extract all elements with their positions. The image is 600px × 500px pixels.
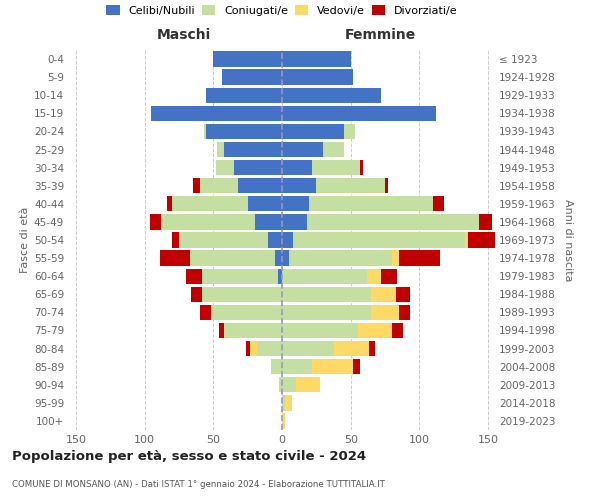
Bar <box>385 178 388 194</box>
Bar <box>254 214 282 230</box>
Bar <box>371 286 396 302</box>
Bar <box>282 178 316 194</box>
Bar <box>392 250 399 266</box>
Bar <box>282 160 312 176</box>
Bar <box>190 250 275 266</box>
Bar <box>275 250 282 266</box>
Bar <box>186 268 202 284</box>
Bar <box>282 250 289 266</box>
Bar <box>250 341 257 356</box>
Bar <box>316 178 385 194</box>
Bar <box>296 377 320 392</box>
Bar <box>282 52 351 66</box>
Bar <box>282 414 285 428</box>
Bar <box>323 142 344 157</box>
Bar <box>368 341 376 356</box>
Bar <box>200 304 211 320</box>
Bar <box>399 304 410 320</box>
Bar <box>282 214 307 230</box>
Bar <box>381 268 397 284</box>
Bar <box>307 214 479 230</box>
Bar <box>282 88 381 103</box>
Legend: Celibi/Nubili, Coniugati/e, Vedovi/e, Divorziati/e: Celibi/Nubili, Coniugati/e, Vedovi/e, Di… <box>102 0 462 20</box>
Bar <box>282 395 285 410</box>
Bar <box>202 268 278 284</box>
Bar <box>248 196 282 212</box>
Bar <box>282 377 296 392</box>
Bar <box>238 178 282 194</box>
Bar <box>217 142 224 157</box>
Bar <box>282 286 371 302</box>
Bar <box>224 142 282 157</box>
Bar <box>312 160 361 176</box>
Bar <box>257 341 282 356</box>
Bar <box>282 196 310 212</box>
Bar <box>396 286 410 302</box>
Bar <box>282 359 312 374</box>
Bar <box>206 88 282 103</box>
Bar <box>221 70 282 85</box>
Bar <box>234 160 282 176</box>
Bar <box>282 304 371 320</box>
Bar <box>282 124 344 139</box>
Text: Maschi: Maschi <box>157 28 211 42</box>
Bar <box>279 377 282 392</box>
Bar <box>191 286 202 302</box>
Bar <box>271 359 282 374</box>
Bar <box>282 341 334 356</box>
Bar <box>361 160 363 176</box>
Bar <box>310 196 433 212</box>
Bar <box>344 124 355 139</box>
Bar <box>167 196 172 212</box>
Bar <box>161 214 254 230</box>
Bar <box>334 341 368 356</box>
Bar <box>293 232 465 248</box>
Bar <box>358 323 392 338</box>
Bar <box>282 323 358 338</box>
Y-axis label: Anni di nascita: Anni di nascita <box>563 198 572 281</box>
Bar <box>282 268 367 284</box>
Bar <box>150 214 161 230</box>
Bar <box>160 250 190 266</box>
Bar <box>312 359 353 374</box>
Bar <box>213 52 282 66</box>
Bar <box>172 232 179 248</box>
Bar <box>282 142 323 157</box>
Bar <box>285 395 292 410</box>
Bar <box>211 304 282 320</box>
Bar <box>282 70 353 85</box>
Text: Popolazione per età, sesso e stato civile - 2024: Popolazione per età, sesso e stato civil… <box>12 450 366 463</box>
Bar <box>479 214 492 230</box>
Bar <box>399 250 440 266</box>
Bar <box>282 232 293 248</box>
Text: Femmine: Femmine <box>344 28 416 42</box>
Bar <box>278 268 282 284</box>
Bar <box>465 232 467 248</box>
Bar <box>392 323 403 338</box>
Bar <box>203 124 206 139</box>
Bar <box>367 268 381 284</box>
Bar <box>219 323 224 338</box>
Bar <box>467 232 495 248</box>
Bar <box>371 304 399 320</box>
Bar <box>433 196 444 212</box>
Bar <box>246 341 250 356</box>
Text: COMUNE DI MONSANO (AN) - Dati ISTAT 1° gennaio 2024 - Elaborazione TUTTITALIA.IT: COMUNE DI MONSANO (AN) - Dati ISTAT 1° g… <box>12 480 385 489</box>
Bar <box>268 232 282 248</box>
Bar <box>200 178 238 194</box>
Bar <box>193 178 200 194</box>
Bar <box>289 250 392 266</box>
Bar <box>202 286 282 302</box>
Y-axis label: Fasce di età: Fasce di età <box>20 207 30 273</box>
Bar <box>179 232 268 248</box>
Bar <box>224 323 282 338</box>
Bar <box>282 106 436 121</box>
Bar <box>172 196 248 212</box>
Bar <box>353 359 361 374</box>
Bar <box>151 106 282 121</box>
Bar <box>206 124 282 139</box>
Bar <box>216 160 234 176</box>
